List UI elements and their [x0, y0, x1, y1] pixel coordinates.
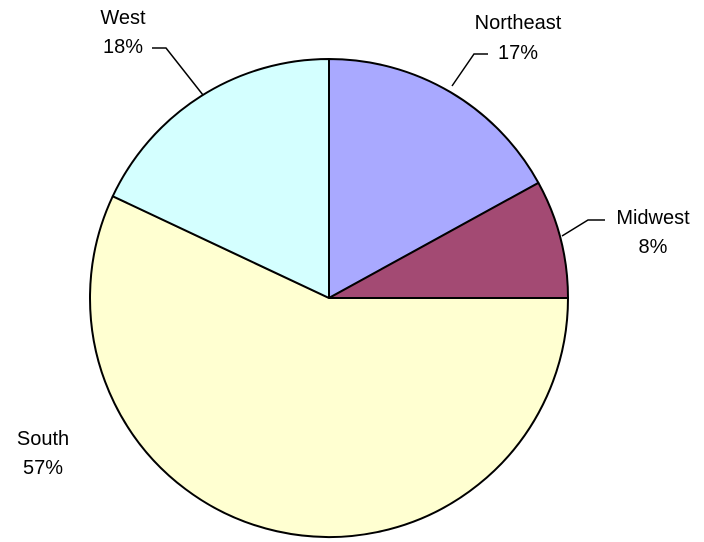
slice-label-northeast-pct: 17% [498, 42, 538, 64]
pie-slices [89, 58, 569, 538]
slice-label-south-pct: 57% [23, 457, 63, 479]
pie-slice-west [111, 58, 330, 299]
slice-labels: West 18% Northeast 17% Midwest 8% South … [17, 7, 690, 479]
pie-slice-midwest [328, 181, 569, 299]
slice-label-south-name: South [17, 428, 69, 450]
leader-line-west [152, 47, 204, 96]
leader-line-northeast [451, 53, 488, 87]
slice-label-northeast-name: Northeast [475, 12, 562, 34]
slice-label-midwest-name: Midwest [616, 207, 690, 229]
pie-slice-northeast [328, 58, 540, 299]
slice-label-west-pct: 18% [103, 36, 143, 58]
slice-label-west-name: West [100, 7, 146, 29]
pie-slice-south [89, 195, 569, 538]
leader-line-midwest [561, 219, 605, 237]
slice-label-midwest-pct: 8% [639, 236, 668, 258]
leader-lines [152, 47, 605, 237]
